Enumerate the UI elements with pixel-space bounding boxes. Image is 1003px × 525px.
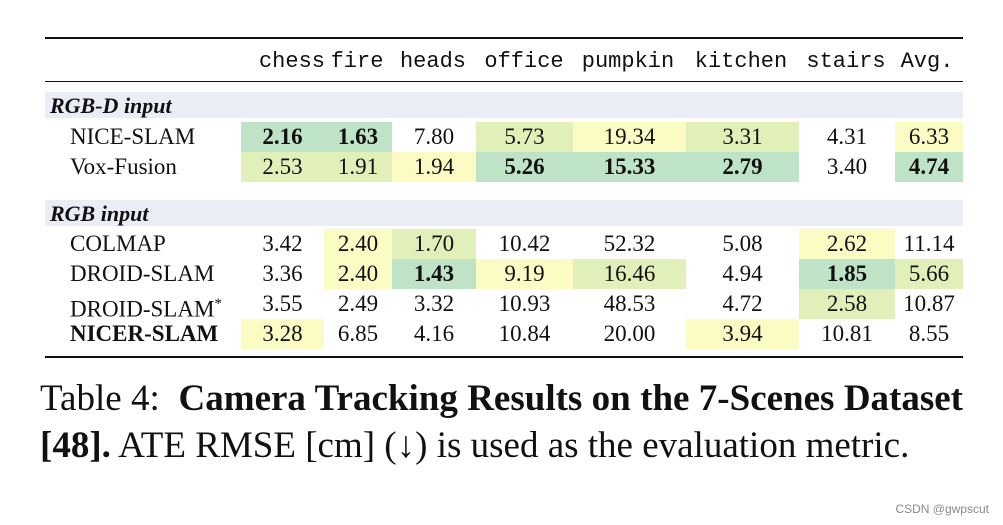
table-cell: 1.70 — [392, 229, 476, 259]
method-name: NICER-SLAM — [70, 321, 219, 346]
table-cell: 6.85 — [337, 321, 379, 346]
header-bottom-rule — [45, 81, 963, 82]
section-band — [45, 200, 963, 226]
table-cell: 1.63 — [324, 122, 392, 152]
table-row: NICER-SLAM 3.28 6.85 4.16 10.84 20.00 3.94 10.8… — [0, 319, 1003, 349]
table-cell: 2.58 — [799, 289, 895, 319]
caption-title: Camera Tracking Results on the 7-Scenes … — [40, 378, 964, 466]
table-cell: 10.87 — [903, 291, 955, 316]
method-name: COLMAP — [70, 231, 166, 256]
table-cell: 2.79 — [686, 152, 799, 182]
table-cell: 11.14 — [903, 231, 955, 256]
table-cell: 5.08 — [722, 231, 763, 256]
table-row: COLMAP 3.42 2.40 1.70 10.42 52.32 5.08 2.62 11.1… — [0, 229, 1003, 259]
table-cell: 4.31 — [826, 124, 868, 149]
table-cell: 2.62 — [799, 229, 895, 259]
table-cell: 19.34 — [573, 122, 686, 152]
table-cell: 10.93 — [498, 291, 551, 316]
table-cell: 15.33 — [573, 152, 686, 182]
method-name: DROID-SLAM* — [70, 296, 222, 322]
table-cell: 5.26 — [476, 152, 573, 182]
table-cell: 3.36 — [262, 261, 303, 286]
table-cell: 3.32 — [413, 291, 455, 316]
section-label: RGB input — [50, 201, 149, 226]
table-cell: 3.31 — [686, 122, 799, 152]
caption-prefix: Table 4: — [40, 378, 160, 419]
table-bottom-rule — [45, 356, 963, 358]
table-row: DROID-SLAM 3.36 2.40 1.43 9.19 16.46 4.94 1.85 5… — [0, 259, 1003, 289]
table-cell: 1.43 — [392, 259, 476, 289]
method-name: DROID-SLAM — [70, 261, 215, 286]
table-cell: 9.19 — [476, 259, 573, 289]
table-cell: 52.32 — [603, 231, 656, 256]
caption-description: ATE RMSE [cm] (↓) is used as the evaluat… — [118, 425, 910, 466]
table-row: DROID-SLAM* 3.55 2.49 3.32 10.93 48.53 4.72 2.5… — [0, 289, 1003, 322]
table-cell: 10.81 — [821, 321, 873, 346]
table-cell: 2.49 — [337, 291, 379, 316]
table-cell: 5.73 — [476, 122, 573, 152]
table-cell: 10.84 — [498, 321, 551, 346]
table-cell: 6.33 — [895, 122, 963, 152]
table-cell: 3.40 — [826, 154, 868, 179]
table-cell: 2.53 — [241, 152, 324, 182]
column-header-chess: chess — [258, 49, 325, 74]
table-cell: 7.80 — [413, 124, 455, 149]
watermark: CSDN @gwpscut — [895, 502, 989, 516]
table-cell: 8.55 — [908, 321, 950, 346]
table-cell: 4.16 — [413, 321, 455, 346]
table-cell: 3.55 — [262, 291, 303, 316]
table-cell: 4.74 — [895, 152, 963, 182]
column-header-heads: heads — [399, 49, 466, 74]
table-cell: 1.94 — [392, 152, 476, 182]
table-cell: 3.42 — [262, 231, 303, 256]
table-cell: 48.53 — [603, 291, 656, 316]
table-caption: Table 4: Camera Tracking Results on the … — [40, 375, 963, 469]
column-header-avg: Avg. — [900, 49, 954, 74]
column-header-fire: fire — [330, 49, 384, 74]
table-cell: 4.72 — [722, 291, 763, 316]
section-band — [45, 92, 963, 118]
table-row: NICE-SLAM 2.16 1.63 7.80 5.73 19.34 3.31 4.31 6.… — [0, 122, 1003, 152]
table-cell: 3.94 — [686, 319, 799, 349]
table-cell: 2.40 — [324, 259, 392, 289]
table-cell: 2.16 — [241, 122, 324, 152]
table-cell: 1.85 — [799, 259, 895, 289]
table-row: Vox-Fusion 2.53 1.91 1.94 5.26 15.33 2.79 3.40 4… — [0, 152, 1003, 182]
method-name: NICE-SLAM — [70, 124, 196, 149]
column-header-stairs: stairs — [806, 49, 886, 74]
table-cell: 20.00 — [603, 321, 656, 346]
column-header-kitchen: kitchen — [694, 49, 788, 74]
column-header-pumpkin: pumpkin — [581, 49, 675, 74]
table-cell: 1.91 — [324, 152, 392, 182]
method-name: Vox-Fusion — [70, 154, 177, 179]
table-top-rule — [45, 37, 963, 39]
table-cell: 5.66 — [895, 259, 963, 289]
section-label: RGB-D input — [50, 93, 172, 118]
table-cell: 16.46 — [573, 259, 686, 289]
table-cell: 2.40 — [324, 229, 392, 259]
table-cell: 10.42 — [498, 231, 551, 256]
table-cell: 4.94 — [722, 261, 763, 286]
table-cell: 3.28 — [241, 319, 324, 349]
column-header-office: office — [484, 49, 564, 74]
